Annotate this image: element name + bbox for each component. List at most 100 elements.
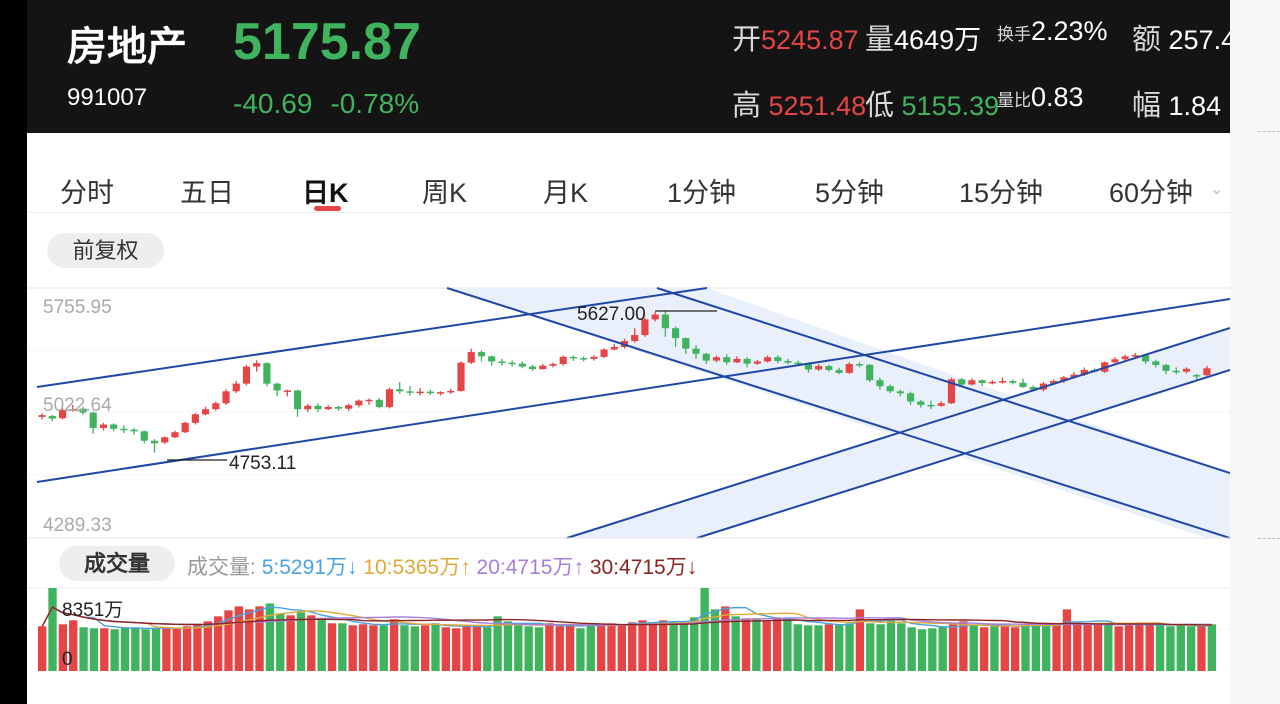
volume-axis-zero: 0	[62, 649, 73, 670]
volume-bar	[1186, 626, 1196, 671]
candle-body	[140, 431, 148, 441]
tab-5-minute[interactable]: 5分钟	[815, 178, 885, 208]
low-annotation: 4753.11	[229, 453, 296, 474]
tab-15-minute[interactable]: 15分钟	[959, 178, 1044, 208]
volume-bar	[762, 621, 771, 671]
tab-60-minute[interactable]: 60分钟	[1109, 178, 1194, 208]
kline-chart[interactable]: 5755.95 5022.64 4289.33 5627.00 4753.11	[27, 133, 1230, 704]
candle-body	[375, 399, 383, 407]
candle-body	[784, 360, 792, 363]
candle-body	[498, 361, 506, 363]
candle-body	[590, 356, 598, 359]
volume-bar	[1176, 625, 1185, 671]
volume-bar	[938, 626, 947, 671]
tab-monthly-k[interactable]: 月K	[543, 178, 589, 208]
volume-bar	[959, 621, 968, 671]
tab-weekly-k[interactable]: 周K	[422, 178, 468, 208]
candle-body	[1182, 368, 1191, 372]
tab-intraday[interactable]: 分时	[60, 178, 114, 208]
candle-body	[1142, 355, 1150, 362]
candle-body	[99, 424, 107, 428]
volume-bar	[534, 627, 544, 671]
price-axis-mid: 5022.64	[43, 395, 112, 416]
volume-bar	[866, 623, 875, 671]
candle-body	[253, 363, 261, 367]
volume-ma30-line	[41, 606, 1212, 627]
volume-bar	[1145, 624, 1154, 671]
volume-indicator-button[interactable]: 成交量	[59, 546, 175, 581]
candle-body	[580, 358, 588, 360]
candle-body	[345, 405, 353, 409]
volume-bar	[1062, 609, 1072, 671]
ma5-value: 5:5291万↓	[261, 556, 358, 579]
candle-body	[998, 381, 1007, 383]
chevron-down-icon[interactable]: ⌄	[1210, 181, 1224, 198]
candle-body	[191, 414, 199, 423]
volume-bar	[1135, 623, 1144, 671]
ma10-value: 10:5365万↑	[363, 556, 471, 579]
candle-body	[171, 432, 179, 438]
amount-label: 额	[1132, 24, 1162, 56]
candle-body	[120, 428, 128, 431]
volume-bar	[886, 619, 896, 671]
lower-channel-line	[36, 298, 1230, 483]
candle-body	[774, 357, 782, 361]
tab-daily-k[interactable]: 日K	[302, 178, 349, 208]
candle-body	[1050, 381, 1058, 384]
volume-bar	[565, 624, 575, 671]
candle-body	[825, 366, 833, 370]
up-channel-upper-line	[566, 327, 1230, 539]
price-change: -40.69 -0.78%	[233, 88, 419, 120]
candle-body	[89, 412, 97, 428]
volume-value: 4649万	[894, 25, 982, 55]
candle-body	[968, 380, 976, 385]
candle-body	[1029, 387, 1037, 390]
candle-body	[181, 422, 189, 433]
chart-panel: 分时 五日 日K 周K 月K 1分钟 5分钟 15分钟 60分钟 ⌄ 前复权 5…	[27, 133, 1230, 704]
candle-body	[508, 362, 516, 365]
candle-body	[907, 393, 915, 402]
tab-1-minute[interactable]: 1分钟	[667, 178, 737, 208]
candle-body	[324, 406, 332, 410]
candle-body	[488, 356, 496, 362]
volume-bar	[596, 625, 606, 671]
stat-volume: 量4649万	[865, 16, 981, 58]
stock-code: 991007	[67, 84, 148, 111]
volume-bar	[824, 624, 834, 671]
quote-header: 房地产 991007 5175.87 -40.69 -0.78% 开5245.87…	[27, 0, 1230, 133]
candle-body	[988, 381, 996, 384]
volume-bar	[48, 588, 57, 671]
adjustment-button[interactable]: 前复权	[47, 233, 164, 268]
open-label: 开	[732, 24, 762, 56]
volume-bar	[1031, 625, 1041, 671]
volume-bar	[131, 627, 140, 671]
candle-body	[661, 314, 669, 329]
volume-bar	[503, 621, 513, 671]
tab-five-day[interactable]: 五日	[180, 178, 234, 208]
candle-body	[692, 348, 700, 354]
trend-lines	[36, 287, 1230, 539]
volume-bar	[1124, 625, 1134, 671]
volume-bar	[1114, 626, 1123, 671]
volume-bar	[1166, 626, 1175, 671]
volume-bar	[803, 625, 813, 671]
candle-body	[426, 391, 434, 394]
volume-bar	[172, 628, 181, 671]
candle-body	[702, 353, 710, 361]
stat-low: 低 5155.39	[865, 82, 999, 124]
candle-body	[314, 405, 322, 410]
volume-bar	[793, 624, 802, 671]
stat-amplitude: 幅 1.84	[1132, 82, 1221, 124]
candle-body	[559, 356, 567, 365]
volume-bar	[979, 627, 989, 671]
volume-bar	[472, 626, 482, 671]
volume-bar	[700, 588, 709, 671]
candle-body	[232, 383, 240, 392]
candle-body	[958, 379, 966, 385]
volume-bar	[234, 606, 244, 671]
candle-body	[161, 437, 169, 443]
volume-bar	[141, 629, 150, 671]
candle-body	[1070, 374, 1078, 378]
candle-body	[753, 361, 761, 364]
candle-body	[437, 392, 445, 394]
